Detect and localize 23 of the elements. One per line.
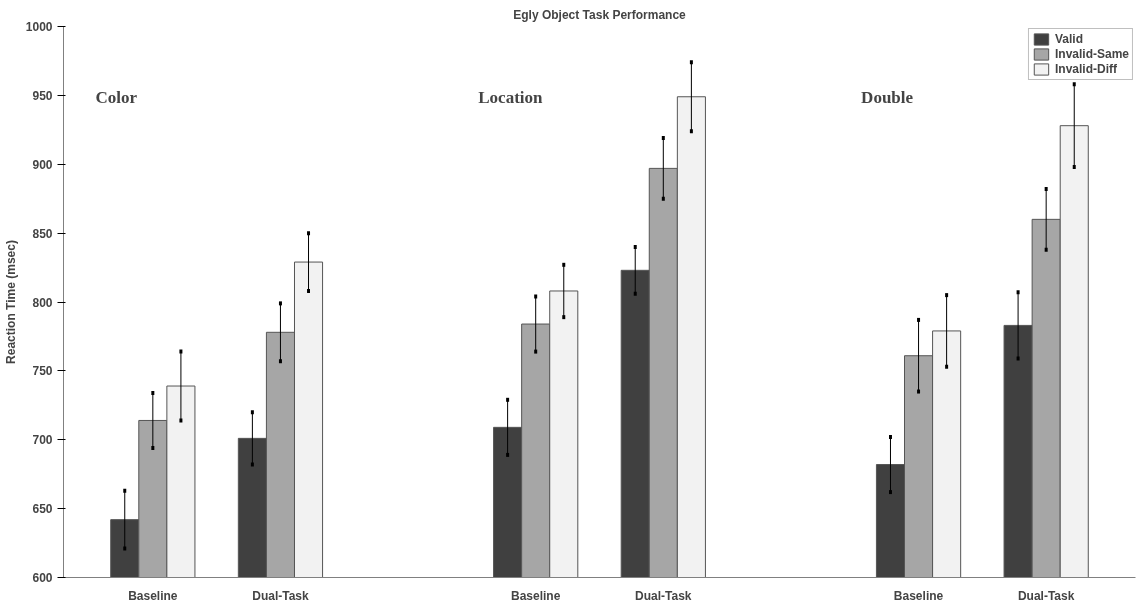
annotation: Location: [478, 88, 544, 108]
chart-title: Egly Object Task Performance: [513, 7, 687, 22]
x-tick-label: Dual-Task: [635, 588, 692, 603]
y-tick-label: 1000: [25, 20, 53, 34]
x-tick-label: Dual-Task: [252, 588, 310, 603]
y-axis-title: Reaction Time (msec): [3, 240, 18, 364]
annotation: Double: [861, 88, 914, 108]
y-tick-label: 900: [32, 157, 53, 172]
x-tick-label: Dual-Task: [1017, 588, 1075, 603]
x-tick-label: Baseline: [128, 588, 178, 603]
y-tick-label: 650: [32, 502, 53, 517]
y-tick-label: 600: [32, 571, 53, 585]
legend-label: Invalid-Diff: [1054, 62, 1117, 76]
y-tick-label: 750: [32, 364, 53, 379]
legend-label: Invalid-Same: [1054, 47, 1129, 61]
x-tick-label: Baseline: [511, 588, 561, 603]
annotation: Color: [95, 88, 138, 108]
y-tick-label: 700: [32, 433, 53, 448]
y-tick-label: 850: [32, 226, 53, 241]
x-tick-label: Baseline: [893, 588, 944, 603]
y-tick-label: 950: [32, 88, 53, 103]
legend-label: Valid: [1054, 32, 1083, 46]
y-tick-label: 800: [32, 295, 53, 310]
